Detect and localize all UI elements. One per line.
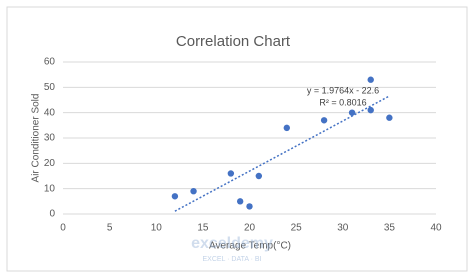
data-point — [171, 193, 179, 200]
data-point — [255, 172, 263, 180]
data-point — [367, 76, 374, 83]
y-tick-label: 60 — [44, 57, 56, 68]
watermark-sub: EXCEL · DATA · BI — [203, 256, 262, 263]
data-point — [348, 109, 356, 116]
x-tick-label: 0 — [60, 223, 66, 234]
x-axis-title: Average Temp(°C) — [209, 241, 291, 252]
y-tick-label: 10 — [44, 183, 56, 194]
y-tick-label: 30 — [44, 133, 56, 144]
y-tick-label: 50 — [44, 82, 56, 93]
x-tick-label: 20 — [244, 223, 256, 234]
data-point — [246, 203, 253, 210]
data-point — [386, 114, 393, 121]
data-point — [283, 124, 290, 132]
trendline — [174, 95, 390, 212]
x-tick-label: 10 — [151, 223, 163, 234]
x-tick-label: 40 — [430, 223, 442, 234]
chart-border — [6, 6, 468, 272]
y-axis-title: Air Conditioner Sold — [31, 94, 42, 183]
trendline-r2: R² = 0.8016 — [319, 97, 366, 107]
data-point — [227, 170, 235, 177]
x-tick-label: 35 — [384, 223, 396, 234]
data-point — [190, 188, 197, 195]
y-tick-label: 0 — [49, 209, 55, 220]
y-tick-label: 40 — [44, 107, 56, 118]
data-point — [367, 106, 374, 114]
trendline-equation: y = 1.9764x - 22.6 — [307, 85, 379, 95]
x-tick-label: 5 — [107, 223, 113, 234]
x-tick-label: 30 — [337, 223, 349, 234]
x-tick-label: 15 — [197, 223, 209, 234]
x-tick-label: 25 — [291, 223, 303, 234]
data-point — [320, 117, 328, 124]
watermark: exceldemy — [191, 235, 273, 252]
y-tick-label: 20 — [44, 158, 56, 169]
data-point — [236, 198, 244, 205]
chart-title: Correlation Chart — [176, 33, 291, 50]
